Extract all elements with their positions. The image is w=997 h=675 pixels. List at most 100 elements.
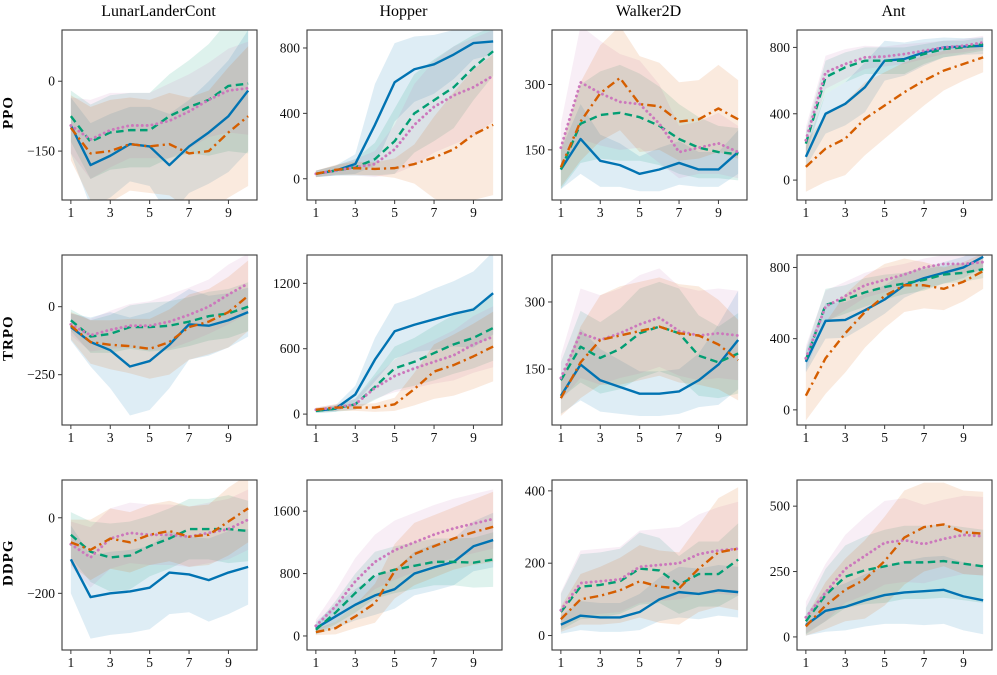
series-blue-solid-line	[315, 538, 494, 630]
series-green-dashed-band	[560, 523, 739, 631]
x-tick-label: 9	[715, 205, 722, 220]
x-tick-label: 5	[636, 205, 643, 220]
y-tick-label: 0	[48, 299, 55, 314]
x-tick-label: 7	[921, 430, 928, 445]
column-title-walker2d: Walker2D	[615, 3, 682, 20]
series-blue-solid-band	[805, 555, 984, 636]
y-tick-label: 800	[280, 40, 301, 55]
series-green-dashed-band	[70, 30, 249, 180]
subplot-trpo-walker2d: 1 3 5 7 9 150 300	[506, 251, 751, 450]
subplot-trpo-ant: 1 3 5 7 9 0 400 800	[751, 251, 996, 450]
chart-svg: 1 3 5 7 9 0 600 1200	[273, 254, 503, 445]
series-orange-dashdot-line	[804, 523, 984, 628]
x-tick-label: 5	[881, 655, 888, 670]
chart-svg: 1 3 5 7 9 0 −200	[27, 479, 258, 670]
y-tick-label: −250	[27, 367, 55, 382]
x-tick-label: 1	[67, 430, 74, 445]
x-tick-label: 5	[146, 655, 153, 670]
plot-area	[314, 489, 495, 636]
series-pink-dotted-band	[315, 30, 494, 178]
series-pink-dotted-band	[560, 268, 739, 401]
series-pink-dotted-line	[314, 517, 495, 628]
subplot-trpo-hopper: 1 3 5 7 9 0 600 1200	[261, 251, 506, 450]
x-tick-label: 5	[146, 430, 153, 445]
y-tick-label: 1600	[273, 504, 300, 519]
column-title-ant: Ant	[881, 3, 906, 20]
series-blue-solid-band	[805, 255, 984, 373]
x-tick-label: 1	[67, 655, 74, 670]
series-pink-dotted-line	[69, 518, 250, 559]
chart-svg: 1 3 5 7 9 0 −250	[27, 254, 258, 445]
x-tick-label: 1	[802, 430, 809, 445]
x-tick-label: 5	[391, 655, 398, 670]
series-pink-dotted-line	[559, 547, 740, 612]
series-pink-dotted-band	[560, 501, 739, 629]
chart-svg: 1 3 5 7 9 150 300	[525, 254, 748, 445]
series-blue-solid-line	[559, 137, 739, 176]
x-tick-label: 7	[431, 205, 438, 220]
x-tick-label: 9	[225, 655, 232, 670]
series-blue-solid-line	[69, 89, 250, 167]
series-orange-dashdot-band	[70, 260, 249, 379]
x-tick-label: 3	[597, 430, 604, 445]
series-pink-dotted-line	[804, 260, 985, 360]
y-tick-label: 0	[538, 628, 545, 643]
axes: 1 3 5 7 9 0 800 1600	[273, 479, 503, 670]
x-tick-label: 1	[802, 205, 809, 220]
plot-area	[314, 255, 495, 414]
plot-area	[804, 482, 985, 636]
x-tick-label: 3	[352, 430, 359, 445]
series-blue-solid-band	[70, 30, 249, 200]
series-pink-dotted-line	[314, 335, 495, 412]
chart-svg: 1 3 5 7 9 0 800 1600	[273, 479, 503, 670]
axes: 1 3 5 7 9 150 300	[525, 254, 748, 445]
series-pink-dotted-line	[69, 282, 250, 337]
cell-trpo-ant: 1 3 5 7 9 0 400 800	[751, 225, 996, 450]
subplot-ppo-ant: 1 3 5 7 9 0 400 800	[751, 26, 996, 225]
x-tick-label: 3	[352, 655, 359, 670]
y-tick-label: 0	[293, 171, 300, 186]
x-tick-label: 9	[715, 430, 722, 445]
subplot-trpo-lunarlandercont: 1 3 5 7 9 0 −250	[16, 251, 261, 450]
series-blue-solid-line	[69, 558, 249, 599]
cell-ppo-walker2d: Walker2D 1 3 5 7 9 150 300	[506, 0, 751, 225]
plot-area	[559, 268, 740, 417]
x-tick-label: 9	[960, 205, 967, 220]
series-blue-solid-band	[560, 104, 739, 192]
series-green-dashed-band	[805, 260, 984, 371]
series-orange-dashdot-line	[315, 525, 494, 634]
series-green-dashed-band	[805, 524, 984, 635]
x-tick-label: 5	[391, 430, 398, 445]
x-tick-label: 1	[557, 430, 564, 445]
y-tick-label: 0	[783, 629, 790, 644]
y-tick-label: 250	[770, 564, 791, 579]
series-orange-dashdot-band	[315, 311, 494, 412]
series-orange-dashdot-band	[805, 255, 984, 421]
series-orange-dashdot-line	[69, 115, 249, 155]
series-blue-solid-line	[560, 589, 739, 626]
x-tick-label: 7	[186, 430, 193, 445]
cell-ppo-ant: Ant 1 3 5 7 9 0 400 800	[751, 0, 996, 225]
plot-area	[314, 30, 495, 200]
cell-trpo-lunarlandercont: 1 3 5 7 9 0 −250	[16, 225, 261, 450]
series-pink-dotted-band	[70, 489, 249, 588]
axes: 1 3 5 7 9 0 250 500	[770, 479, 993, 670]
column-title-lunarlandercont: LunarLanderCont	[101, 3, 216, 20]
x-tick-label: 5	[636, 655, 643, 670]
series-green-dashed-line	[70, 305, 249, 338]
series-blue-solid-line	[805, 588, 984, 627]
x-tick-label: 7	[186, 205, 193, 220]
series-orange-dashdot-line	[805, 56, 984, 168]
chart-svg: 1 3 5 7 9 0 200 400	[525, 479, 748, 670]
cell-ppo-hopper: Hopper 1 3 5 7 9 0 400 800	[261, 0, 506, 225]
x-tick-label: 7	[431, 655, 438, 670]
plot-area	[69, 30, 250, 200]
series-blue-solid-band	[315, 255, 494, 414]
cell-ddpg-walker2d: 1 3 5 7 9 0 200 400	[506, 450, 751, 675]
cell-ppo-lunarlandercont: LunarLanderCont 1 3 5 7 9 0 −150	[16, 0, 261, 225]
y-tick-label: 0	[293, 407, 300, 422]
series-orange-dashdot-band	[560, 487, 739, 632]
axes: 1 3 5 7 9 0 200 400	[525, 479, 748, 670]
x-tick-label: 7	[186, 655, 193, 670]
